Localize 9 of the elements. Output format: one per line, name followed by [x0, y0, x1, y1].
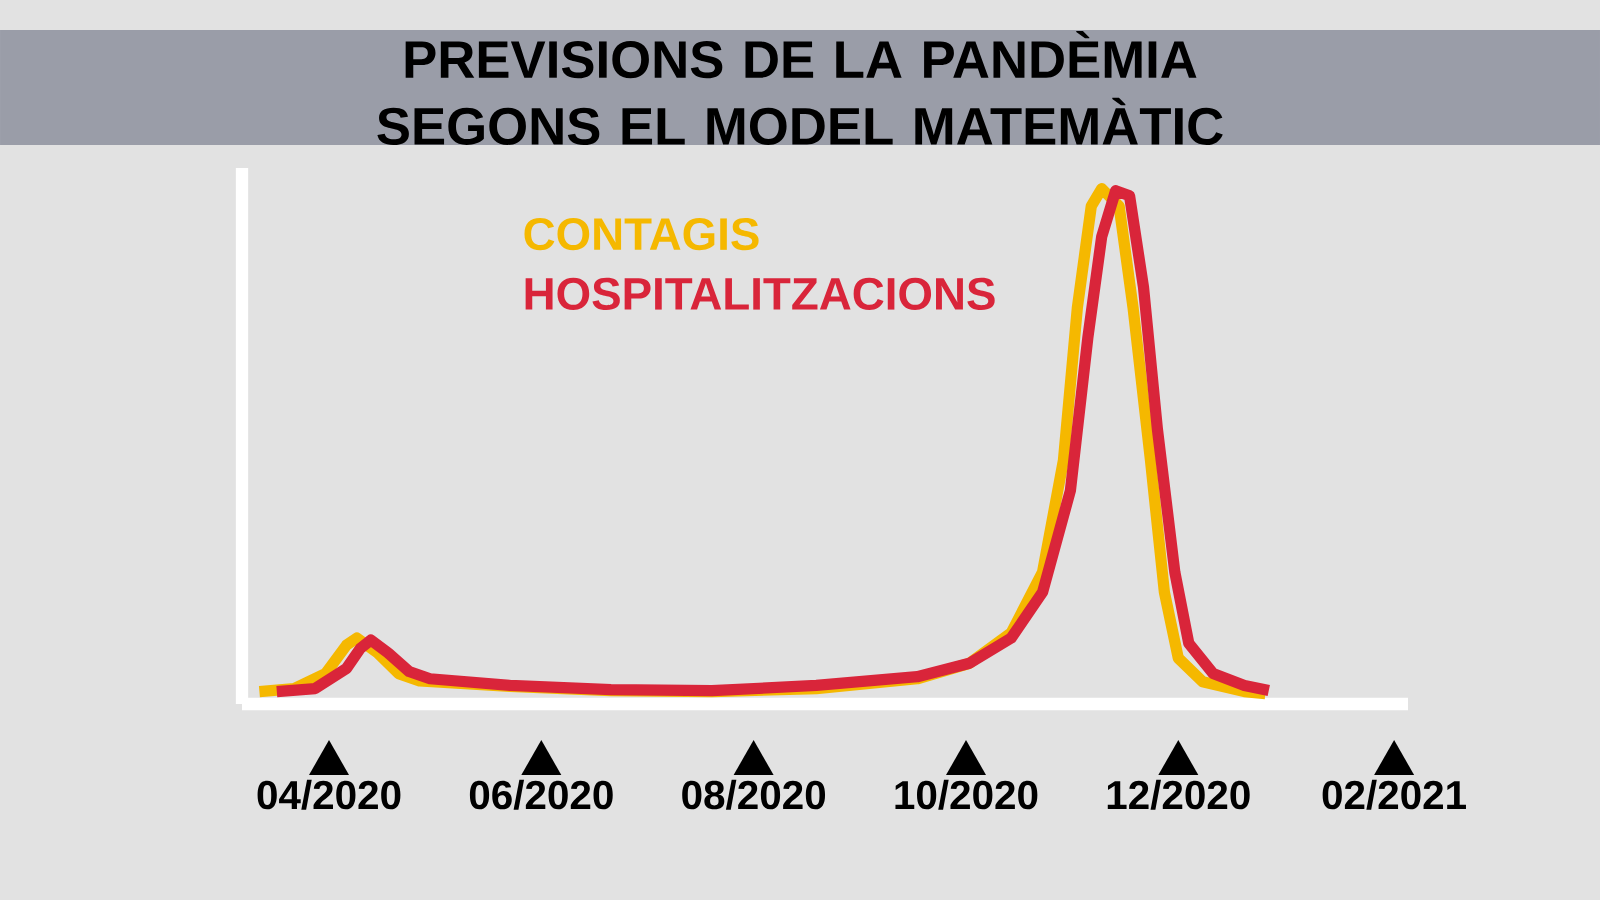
text: HOSPITALITZACIONS [525, 277, 995, 311]
x-tick-label: 04/2020 [257, 779, 401, 810]
x-tick-label: 12/2020 [1107, 779, 1250, 810]
x-tick-label: 06/2020 [469, 779, 613, 810]
chart-title: PREVISIONS DE LA PANDÈMIA SEGONS EL MODEL MATEMÀTIC [377, 31, 1223, 145]
x-tick-label: 08/2020 [682, 779, 826, 810]
x-tick-label: 10/2020 [895, 779, 1038, 810]
x-tick-label: 02/2021 [1322, 779, 1466, 810]
text: CONTAGIS [524, 217, 759, 251]
